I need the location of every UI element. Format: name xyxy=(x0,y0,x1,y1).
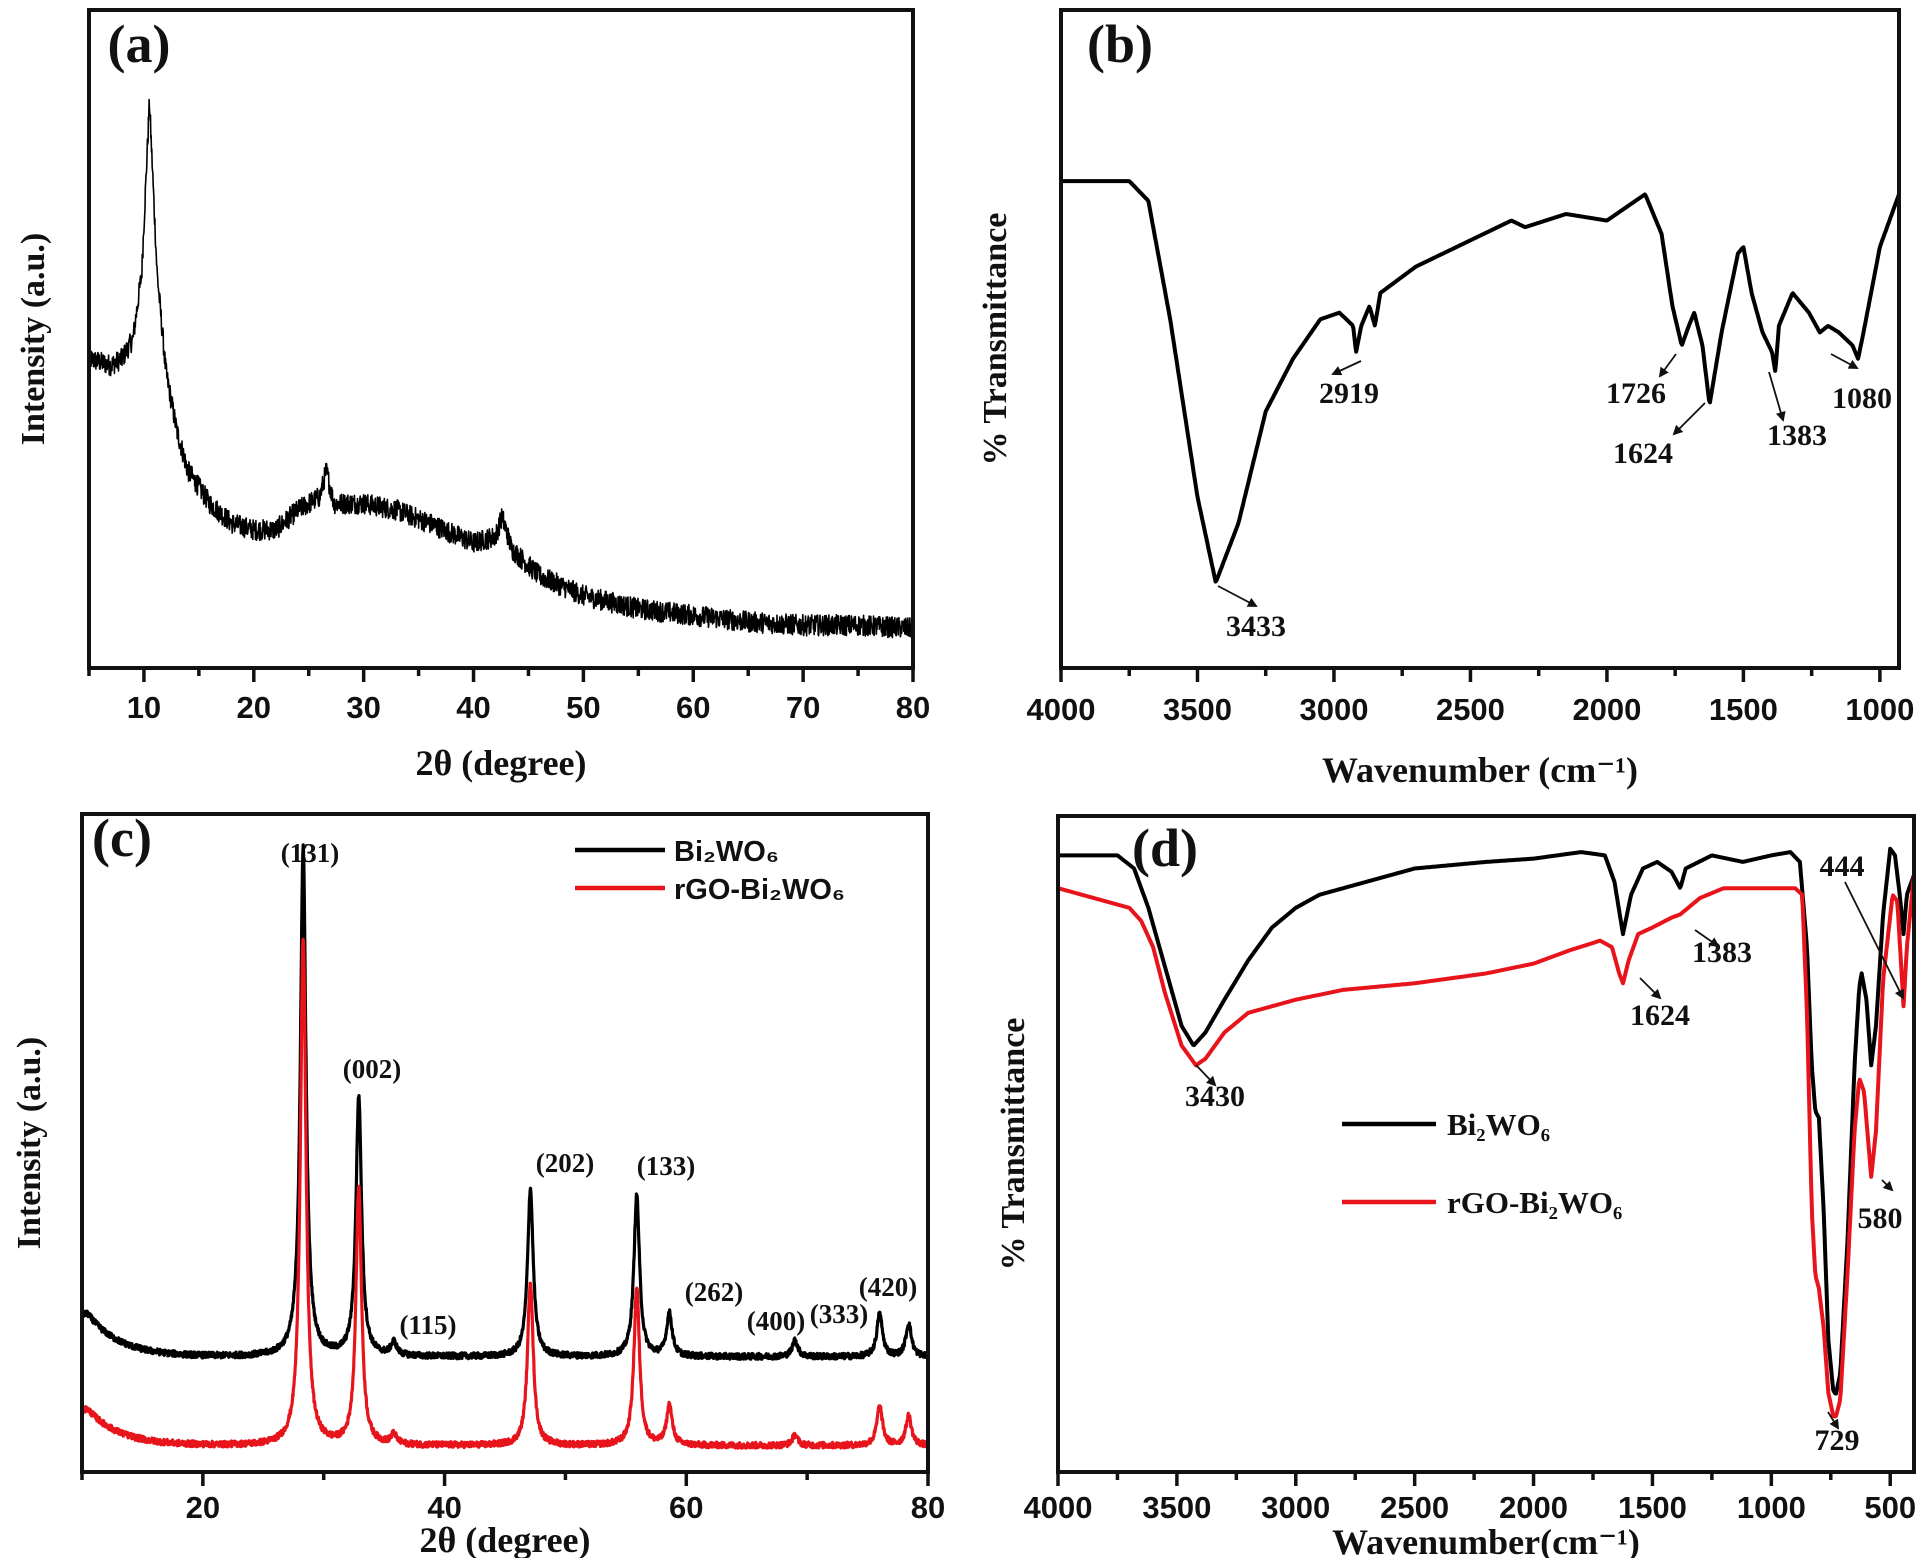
annotation-arrow xyxy=(1639,977,1662,1000)
x-tick-label: 4000 xyxy=(1027,692,1096,727)
x-tick-label: 40 xyxy=(456,690,490,725)
annotation-arrow xyxy=(1768,371,1786,422)
x-tick-label: 40 xyxy=(427,1490,461,1525)
series-line-1 xyxy=(82,937,928,1450)
panel-a: 10 20 30 40 50 60 70 80 2θ (degree) Intensity (a.… xyxy=(15,8,930,783)
panel-label: (b) xyxy=(1087,14,1153,74)
x-tick-label: 2500 xyxy=(1380,1490,1449,1525)
x-tick-label: 2000 xyxy=(1499,1490,1568,1525)
x-tick-label: 70 xyxy=(786,690,820,725)
peak-annotation: 1383 xyxy=(1767,419,1827,452)
peak-annotation: 1080 xyxy=(1832,382,1892,415)
peak-annotation: (420) xyxy=(859,1272,917,1302)
x-tick-label: 50 xyxy=(566,690,600,725)
peak-annotation: 1726 xyxy=(1606,377,1666,410)
annotation-arrow xyxy=(1827,1411,1840,1430)
peak-annotation: (002) xyxy=(343,1054,401,1084)
peak-annotation: (131) xyxy=(281,838,339,868)
series-group xyxy=(1058,846,1914,1419)
peak-annotation: 2919 xyxy=(1319,377,1379,410)
peak-annotation: (333) xyxy=(810,1299,868,1329)
peak-annotation: (133) xyxy=(637,1151,695,1181)
annotation-arrow xyxy=(1672,402,1706,436)
x-tick-label: 10 xyxy=(127,690,161,725)
x-tick-label: 30 xyxy=(346,690,380,725)
panel-d: 4000 3500 3000 2500 2000 1500 1000 500 Wavenumbe… xyxy=(995,814,1916,1558)
peak-annotation: 729 xyxy=(1815,1424,1860,1457)
x-tick-label: 500 xyxy=(1864,1490,1916,1525)
x-tick-label: 3000 xyxy=(1299,692,1368,727)
legend-label: Bi₂WO₆ xyxy=(1447,1107,1550,1142)
x-tick-label: 1000 xyxy=(1845,692,1914,727)
plot-frame xyxy=(1056,814,1916,1474)
x-tick-label: 1500 xyxy=(1709,692,1778,727)
annotation-arrow xyxy=(1217,585,1258,607)
series-group xyxy=(82,843,928,1450)
legend-label: rGO-Bi₂WO₆ xyxy=(1447,1185,1622,1220)
peak-annotation: 1383 xyxy=(1692,936,1752,969)
legend-item: Bi₂WO₆ xyxy=(575,836,779,868)
x-tick-label: 60 xyxy=(669,1490,703,1525)
x-tick-label: 60 xyxy=(676,690,710,725)
plot-frame xyxy=(80,812,930,1474)
panel-b: 4000 3500 3000 2500 2000 1500 1000 Wavenumber (… xyxy=(977,8,1914,790)
x-axis-label: Wavenumber(cm⁻¹) xyxy=(1332,1522,1640,1558)
y-axis-label: Intensity (a.u.) xyxy=(11,1037,48,1250)
panel-label: (d) xyxy=(1132,818,1198,878)
legend-item: rGO-Bi₂WO₆ xyxy=(575,874,845,906)
legend-item: rGO-Bi₂WO₆ xyxy=(1342,1185,1622,1220)
x-tick-label: 2500 xyxy=(1436,692,1505,727)
x-tick-label: 4000 xyxy=(1024,1490,1093,1525)
x-axis-label: 2θ (degree) xyxy=(419,1520,590,1558)
plot-frame xyxy=(87,8,915,670)
series-line-1 xyxy=(1058,874,1914,1419)
x-tick-label: 80 xyxy=(911,1490,945,1525)
legend-label: rGO-Bi₂WO₆ xyxy=(674,874,845,906)
annotation-arrow xyxy=(1658,353,1677,378)
panel-label: (a) xyxy=(108,14,171,74)
series-line-0 xyxy=(1061,179,1899,584)
x-tick-label: 3000 xyxy=(1261,1490,1330,1525)
annotation-arrow xyxy=(1694,929,1720,948)
peak-annotation: 444 xyxy=(1820,850,1865,883)
x-tick-label: 3500 xyxy=(1163,692,1232,727)
peak-annotation: (262) xyxy=(685,1277,743,1307)
peak-annotation: (115) xyxy=(400,1310,457,1340)
x-tick-label: 3500 xyxy=(1142,1490,1211,1525)
peak-annotation: 1624 xyxy=(1630,999,1690,1032)
x-axis-label: Wavenumber (cm⁻¹) xyxy=(1322,750,1638,790)
y-axis-label: % Transmittance xyxy=(977,213,1014,466)
annotation-arrow xyxy=(1830,353,1859,369)
panel-c: 20 40 60 80 2θ (degree) Intensity (a.u.) (c) (1… xyxy=(11,808,945,1558)
series-line-0 xyxy=(82,843,928,1361)
peak-annotation: 580 xyxy=(1858,1202,1903,1235)
peak-annotation: (400) xyxy=(747,1306,805,1336)
series-line-0 xyxy=(89,98,913,639)
peak-annotation: (202) xyxy=(536,1148,594,1178)
x-tick-label: 1000 xyxy=(1737,1490,1806,1525)
annotation-arrow xyxy=(1195,1064,1217,1087)
legend-item: Bi₂WO₆ xyxy=(1342,1107,1550,1142)
series-line-0 xyxy=(1058,846,1914,1396)
x-tick-label: 2000 xyxy=(1572,692,1641,727)
plot-frame xyxy=(1059,8,1901,670)
x-tick-label: 80 xyxy=(896,690,930,725)
panel-label: (c) xyxy=(92,808,152,868)
series-group xyxy=(1061,179,1899,584)
legend-label: Bi₂WO₆ xyxy=(674,836,779,868)
annotation-arrow xyxy=(1844,881,1904,1000)
x-axis-label: 2θ (degree) xyxy=(415,743,586,783)
peak-annotation: 3433 xyxy=(1226,610,1286,643)
x-tick-label: 1500 xyxy=(1618,1490,1687,1525)
x-tick-label: 20 xyxy=(186,1490,220,1525)
x-tick-label: 20 xyxy=(237,690,271,725)
series-group xyxy=(89,98,913,639)
peak-annotation: 1624 xyxy=(1613,437,1673,470)
annotation-arrow xyxy=(1881,1179,1894,1192)
y-axis-label: Intensity (a.u.) xyxy=(15,233,52,446)
annotation-arrow xyxy=(1331,360,1362,376)
y-axis-label: % Transmittance xyxy=(995,1018,1032,1271)
